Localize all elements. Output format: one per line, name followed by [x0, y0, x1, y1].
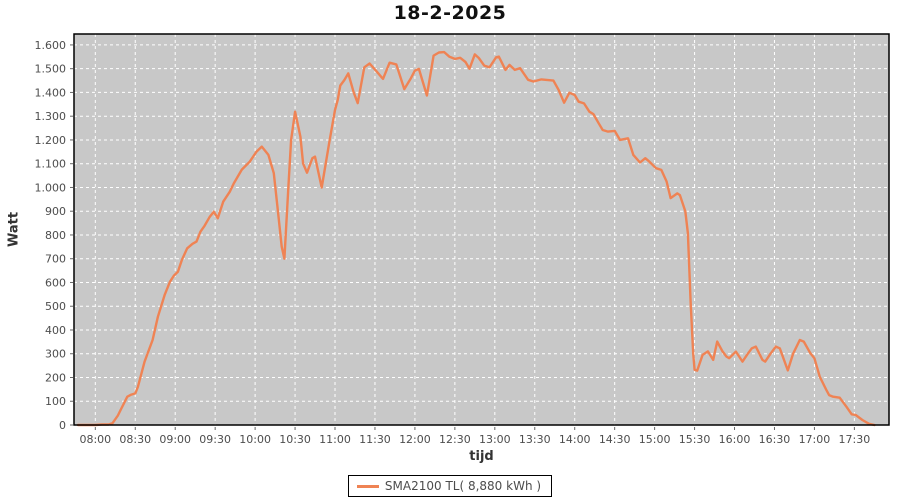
x-tick-label: 14:00 — [559, 433, 591, 446]
x-tick-label: 16:00 — [719, 433, 751, 446]
plot-background — [74, 34, 889, 425]
y-tick-label: 600 — [45, 276, 66, 289]
x-tick-label: 10:30 — [279, 433, 311, 446]
x-tick-label: 13:30 — [519, 433, 551, 446]
y-tick-label: 700 — [45, 253, 66, 266]
y-tick-label: 1.400 — [35, 86, 67, 99]
x-tick-label: 17:00 — [799, 433, 831, 446]
legend-line-swatch — [356, 484, 379, 488]
y-tick-label: 200 — [45, 371, 66, 384]
y-tick-label: 1.600 — [35, 39, 67, 52]
x-tick-label: 12:30 — [439, 433, 471, 446]
y-tick-label: 1.100 — [35, 158, 67, 171]
x-tick-label: 15:30 — [679, 433, 711, 446]
x-tick-label: 10:00 — [239, 433, 271, 446]
legend-label: SMA2100 TL( 8,880 kWh ) — [384, 479, 542, 493]
x-tick-label: 09:30 — [199, 433, 231, 446]
y-tick-label: 300 — [45, 348, 66, 361]
y-axis-title: Watt — [6, 211, 22, 248]
y-tick-label: 100 — [45, 395, 66, 408]
x-tick-label: 14:30 — [599, 433, 631, 446]
x-tick-label: 09:00 — [159, 433, 191, 446]
x-tick-label: 08:00 — [79, 433, 111, 446]
x-tick-label: 16:30 — [759, 433, 791, 446]
series-line — [76, 50, 876, 427]
x-tick-label: 08:30 — [119, 433, 151, 446]
y-tick-label: 500 — [45, 300, 66, 313]
x-tick-label: 13:00 — [479, 433, 511, 446]
y-tick-label: 0 — [59, 419, 66, 432]
x-tick-label: 15:00 — [639, 433, 671, 446]
x-axis-title: tijd — [469, 449, 494, 464]
x-tick-label: 12:00 — [399, 433, 431, 446]
y-tick-label: 800 — [45, 229, 66, 242]
chart-title: 18-2-2025 — [393, 2, 507, 24]
legend-box: SMA2100 TL( 8,880 kWh ) — [347, 475, 553, 497]
y-tick-label: 1.200 — [35, 134, 67, 147]
y-tick-label: 1.500 — [35, 63, 67, 76]
plot-border — [73, 33, 890, 426]
legend: SMA2100 TL( 8,880 kWh ) — [0, 475, 900, 497]
y-tick-label: 1.300 — [35, 110, 67, 123]
y-tick-label: 1.000 — [35, 181, 67, 194]
y-tick-label: 400 — [45, 324, 66, 337]
x-tick-label: 11:30 — [359, 433, 391, 446]
x-tick-label: 17:30 — [839, 433, 871, 446]
x-tick-label: 11:00 — [319, 433, 351, 446]
y-tick-label: 900 — [45, 205, 66, 218]
